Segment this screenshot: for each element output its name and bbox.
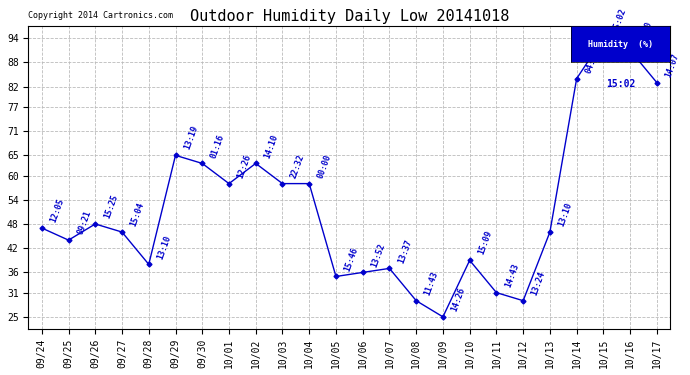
Text: 13:37: 13:37: [396, 238, 413, 264]
Text: 14:07: 14:07: [664, 52, 681, 78]
Text: 15:09: 15:09: [477, 230, 493, 256]
Text: 17:00: 17:00: [637, 20, 654, 46]
Text: 13:52: 13:52: [370, 242, 386, 268]
Text: 13:10: 13:10: [557, 201, 574, 228]
Text: 01:16: 01:16: [209, 133, 226, 159]
Text: 22:32: 22:32: [289, 153, 306, 179]
Text: 15:46: 15:46: [343, 246, 360, 272]
Text: 09:21: 09:21: [75, 209, 92, 236]
Text: 13:19: 13:19: [182, 124, 199, 151]
Text: Copyright 2014 Cartronics.com: Copyright 2014 Cartronics.com: [28, 11, 173, 20]
Text: 12:05: 12:05: [49, 197, 66, 224]
Text: 11:43: 11:43: [423, 270, 440, 297]
Text: 00:00: 00:00: [316, 153, 333, 179]
Text: 12:26: 12:26: [236, 153, 253, 179]
Text: 15:02: 15:02: [606, 79, 635, 88]
Text: 15:04: 15:04: [129, 201, 146, 228]
Title: Outdoor Humidity Daily Low 20141018: Outdoor Humidity Daily Low 20141018: [190, 9, 509, 24]
Text: 14:10: 14:10: [263, 133, 279, 159]
Text: 15:02: 15:02: [611, 8, 627, 34]
Text: 14:26: 14:26: [450, 286, 467, 313]
Text: 13:10: 13:10: [156, 234, 172, 260]
Text: 13:24: 13:24: [530, 270, 547, 297]
Text: 15:25: 15:25: [102, 193, 119, 220]
Text: 14:43: 14:43: [504, 262, 520, 288]
Text: 04:18: 04:18: [584, 48, 600, 75]
